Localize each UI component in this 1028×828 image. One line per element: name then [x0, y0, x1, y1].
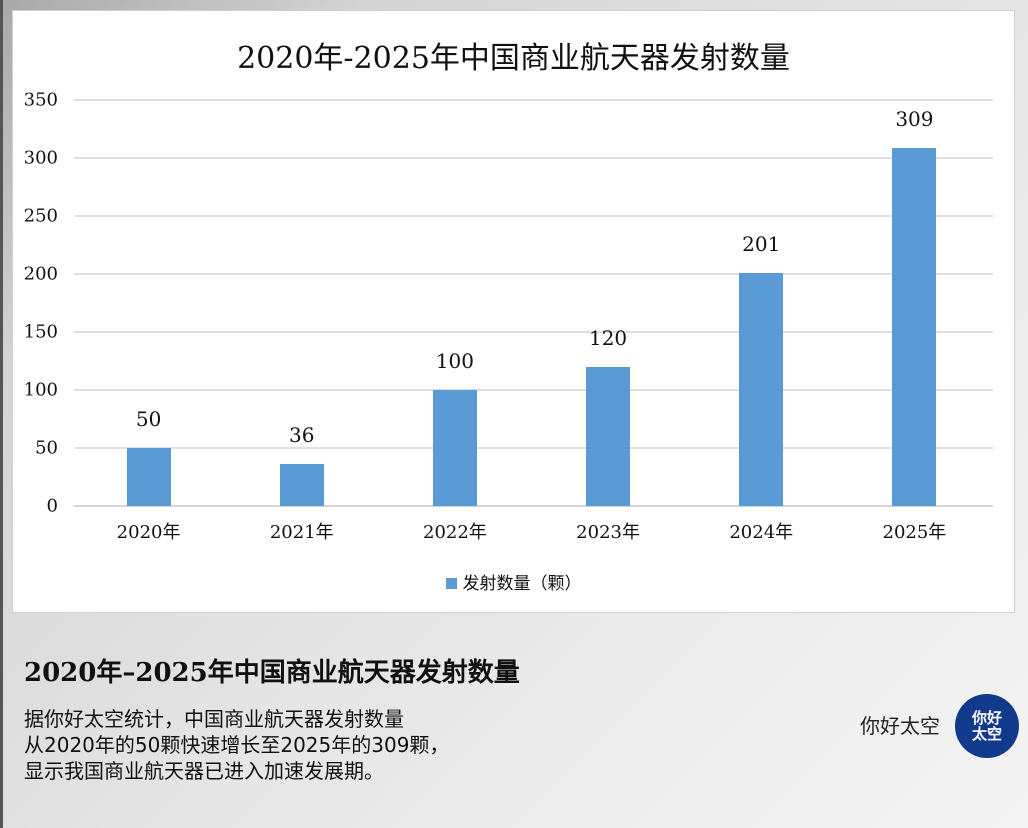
x-tick-label: 2020年 — [116, 522, 181, 543]
x-tick-label: 2023年 — [576, 522, 640, 543]
caption-body: 据你好太空统计，中国商业航天器发射数量 从2020年的50颗快速增长至2025年… — [24, 706, 544, 784]
bar-2025年 — [892, 147, 937, 506]
chart-card: 2020年-2025年中国商业航天器发射数量 0 50 100 150 200 250 30… — [12, 10, 1015, 613]
left-edge-strip — [0, 0, 3, 828]
caption-line: 据你好太空统计，中国商业航天器发射数量 — [24, 707, 404, 731]
nihao-taikong-logo-icon: 你好 太空 — [955, 694, 1019, 758]
x-tick-label: 2022年 — [423, 522, 487, 543]
y-tick-label: 250 — [23, 205, 58, 227]
gridline — [74, 331, 993, 333]
caption-line: 从2020年的50颗快速增长至2025年的309颗， — [24, 733, 450, 757]
bar-2020年 — [126, 448, 171, 506]
data-label: 309 — [895, 106, 934, 131]
x-tick-label: 2025年 — [882, 522, 947, 543]
y-tick-label: 300 — [23, 147, 58, 169]
bar-2024年 — [739, 272, 784, 506]
y-tick-label: 0 — [46, 495, 58, 517]
gridline — [74, 99, 993, 101]
gridline — [74, 389, 993, 391]
y-tick-label: 200 — [23, 263, 58, 285]
data-label: 100 — [435, 349, 474, 373]
y-tick-label: 150 — [23, 321, 58, 343]
legend: 发射数量（颗） — [13, 569, 1014, 594]
gridline — [74, 215, 993, 217]
logo-text-line2: 太空 — [971, 725, 1002, 743]
logo-text-line1: 你好 — [971, 709, 1002, 727]
caption-line: 显示我国商业航天器已进入加速发展期。 — [24, 759, 384, 783]
gridline — [74, 505, 993, 507]
gridline — [74, 447, 993, 449]
bar-2021年 — [279, 464, 324, 506]
legend-label: 发射数量（颗） — [462, 574, 582, 594]
bar-2022年 — [432, 390, 477, 506]
data-label: 201 — [742, 231, 781, 256]
plot-area: 0 50 100 150 200 250 300 350 50 2020年 36 2021年 100 20… — [24, 90, 993, 543]
chart-title: 2020年-2025年中国商业航天器发射数量 — [237, 41, 790, 76]
y-tick-label: 100 — [23, 379, 58, 401]
brand-name: 你好太空 — [860, 714, 940, 738]
bar-2023年 — [586, 366, 631, 506]
gridline — [74, 273, 993, 275]
legend-swatch-icon — [445, 578, 457, 589]
x-tick-label: 2021年 — [269, 522, 334, 543]
caption-title: 2020年–2025年中国商业航天器发射数量 — [24, 658, 520, 688]
x-tick-label: 2024年 — [729, 522, 794, 543]
data-label: 36 — [289, 423, 315, 448]
data-label: 50 — [135, 407, 162, 431]
y-tick-label: 350 — [23, 89, 58, 111]
y-tick-label: 50 — [35, 437, 58, 459]
data-label: 120 — [588, 325, 628, 350]
gridline — [74, 157, 993, 159]
